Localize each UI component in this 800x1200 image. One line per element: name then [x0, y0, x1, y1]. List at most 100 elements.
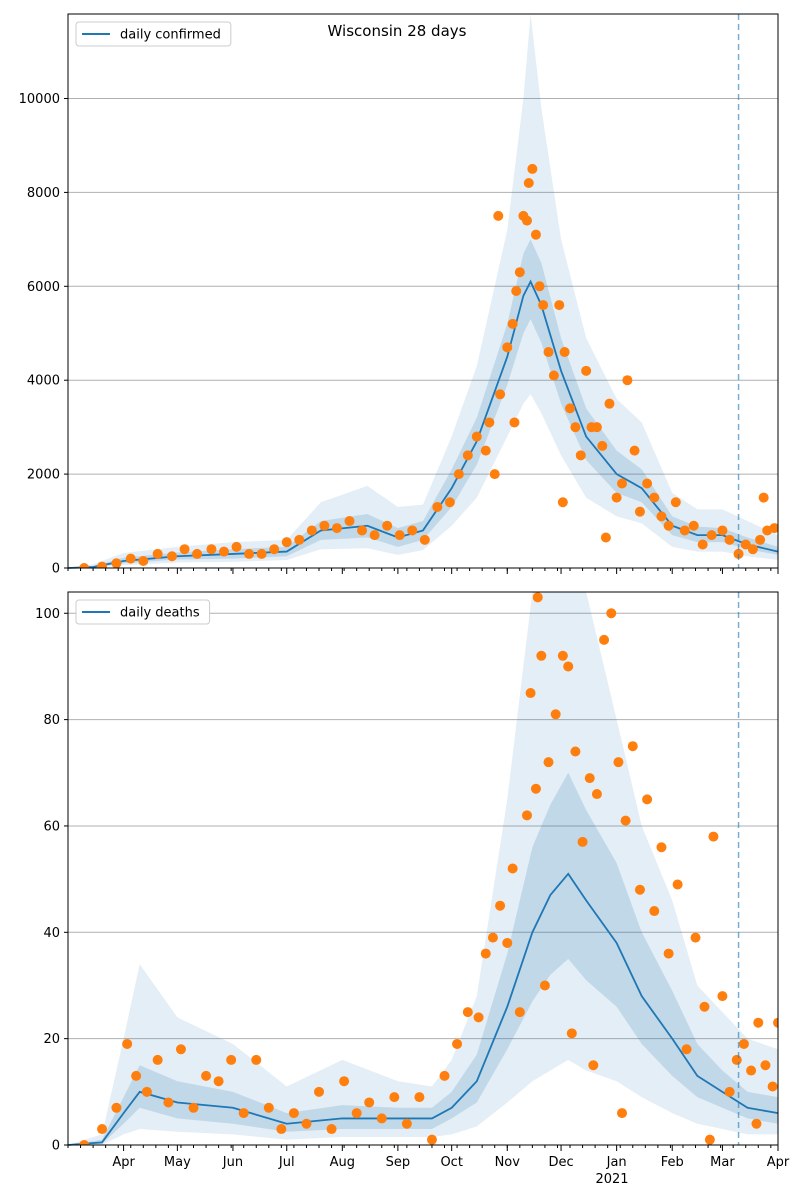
observed-point: [357, 525, 368, 536]
observed-point: [753, 1017, 764, 1028]
observed-point: [760, 1060, 771, 1071]
observed-point: [319, 520, 330, 531]
observed-point: [575, 450, 586, 461]
observed-point: [563, 661, 574, 672]
observed-point: [201, 1070, 212, 1081]
observed-point: [484, 417, 495, 428]
deaths-y-axis: 0 20 40 60 80 100: [35, 607, 68, 1154]
observed-point: [559, 347, 570, 358]
observed-point: [656, 511, 667, 522]
observed-point: [288, 1108, 299, 1119]
observed-point: [489, 469, 500, 480]
observed-point: [376, 1113, 387, 1124]
observed-point: [152, 548, 163, 559]
observed-point: [382, 520, 393, 531]
observed-point: [141, 1086, 152, 1097]
x-tick-label: Mar: [710, 1155, 735, 1170]
observed-point: [152, 1054, 163, 1065]
x-year-label: 2021: [595, 1172, 628, 1187]
observed-point: [649, 492, 660, 503]
y-tick-label: 0: [52, 562, 60, 577]
observed-point: [439, 1070, 450, 1081]
deaths-axes-frame: [67, 591, 779, 1146]
observed-point: [751, 1118, 762, 1129]
y-tick-label: 60: [43, 819, 60, 834]
observed-point: [746, 1065, 757, 1076]
observed-point: [192, 548, 203, 559]
observed-point: [394, 530, 405, 541]
x-tick-label: May: [164, 1155, 191, 1170]
observed-point: [401, 1118, 412, 1129]
observed-point: [617, 1108, 628, 1119]
observed-point: [530, 229, 541, 240]
observed-point: [166, 551, 177, 562]
observed-point: [717, 525, 728, 536]
observed-point: [599, 634, 610, 645]
uncertainty-band: [68, 592, 778, 1145]
uncertainty-band: [68, 772, 778, 1145]
observed-point: [539, 980, 550, 991]
observed-point: [432, 501, 443, 512]
observed-point: [642, 794, 653, 805]
confirmed-y-axis: 0 2000 4000 6000 8000 10000: [19, 92, 68, 577]
observed-point: [527, 163, 538, 174]
observed-point: [163, 1097, 174, 1108]
observed-point: [617, 478, 628, 489]
observed-point: [769, 523, 778, 534]
observed-point: [557, 497, 568, 508]
x-tick-label: Sep: [386, 1155, 411, 1170]
x-tick-label: Jan: [606, 1155, 627, 1170]
observed-point: [699, 1001, 710, 1012]
observed-point: [591, 422, 602, 433]
observed-point: [480, 445, 491, 456]
observed-point: [231, 541, 242, 552]
observed-point: [213, 1076, 224, 1087]
x-tick-label: Apr: [112, 1155, 135, 1170]
observed-point: [634, 506, 645, 517]
observed-point: [226, 1054, 237, 1065]
observed-point: [487, 932, 498, 943]
observed-point: [591, 789, 602, 800]
observed-point: [502, 937, 513, 948]
observed-point: [263, 1102, 274, 1113]
observed-point: [755, 534, 766, 545]
observed-point: [740, 539, 751, 550]
observed-point: [717, 991, 728, 1002]
observed-point: [747, 544, 758, 555]
observed-point: [773, 1017, 778, 1028]
x-tick-label: Jul: [278, 1155, 295, 1170]
observed-point: [244, 548, 255, 559]
x-tick-label: Aug: [330, 1155, 355, 1170]
observed-point: [565, 403, 576, 414]
observed-point: [672, 879, 683, 890]
observed-point: [566, 1028, 577, 1039]
observed-point: [344, 516, 355, 527]
observed-point: [606, 608, 617, 619]
observed-point: [530, 783, 541, 794]
observed-point: [188, 1102, 199, 1113]
observed-point: [523, 178, 534, 189]
observed-point: [495, 389, 506, 400]
observed-point: [269, 544, 280, 555]
y-tick-label: 2000: [27, 468, 60, 483]
confirmed-legend-label: daily confirmed: [120, 28, 221, 43]
observed-point: [649, 906, 660, 917]
observed-point: [690, 932, 701, 943]
deaths-inner-band: [68, 772, 778, 1145]
y-tick-label: 40: [43, 926, 60, 941]
observed-point: [581, 365, 592, 376]
figure-title: Wisconsin 28 days: [328, 22, 467, 40]
observed-point: [521, 810, 532, 821]
observed-point: [122, 1038, 133, 1049]
observed-point: [733, 548, 744, 559]
observed-point: [543, 757, 554, 768]
observed-point: [97, 1124, 108, 1135]
observed-point: [419, 534, 430, 545]
observed-point: [663, 520, 674, 531]
observed-point: [679, 525, 690, 536]
observed-point: [688, 520, 699, 531]
observed-point: [502, 342, 513, 353]
y-tick-label: 6000: [27, 280, 60, 295]
deaths-x-axis: Apr May Jun Jul Aug Sep Oct Nov Dec Jan Feb Mar Apr: [67, 1145, 790, 1170]
confirmed-axes-frame: [67, 13, 779, 569]
